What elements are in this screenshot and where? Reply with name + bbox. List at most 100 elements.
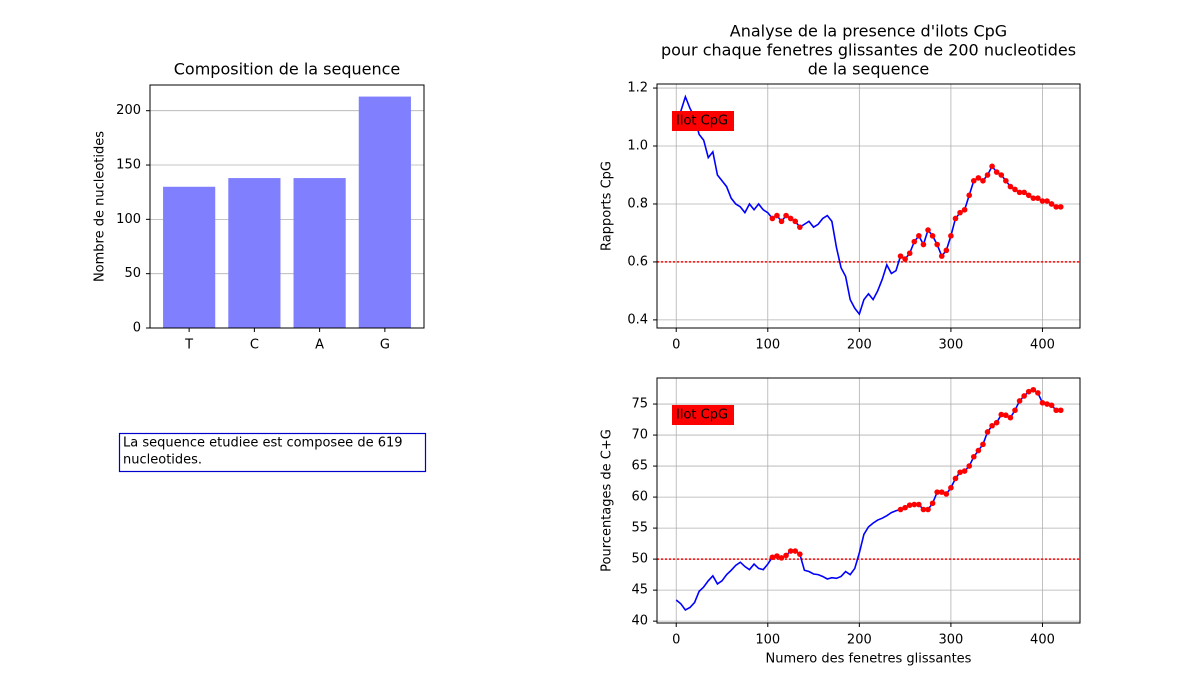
island-marker (929, 500, 936, 507)
y-tick-label: 0.6 (627, 254, 648, 269)
x-tick-label: 400 (1030, 633, 1055, 648)
island-marker (1007, 183, 1014, 190)
island-marker (769, 215, 776, 222)
island-marker (916, 233, 922, 239)
island-marker (980, 441, 986, 448)
island-marker (778, 218, 785, 225)
island-marker (1044, 198, 1050, 204)
island-marker (998, 172, 1005, 178)
chart-title: Composition de la sequence (174, 60, 401, 79)
island-marker (1044, 401, 1050, 407)
chart-title: pour chaque fenetres glissantes de 200 n… (661, 41, 1076, 60)
y-tick-label: 75 (631, 397, 648, 412)
island-marker (1048, 402, 1055, 409)
island-marker (902, 504, 908, 511)
x-tick-label: 400 (1030, 338, 1055, 353)
island-marker (778, 555, 785, 561)
island-marker (920, 241, 927, 248)
island-marker (1021, 393, 1027, 399)
island-marker (966, 192, 973, 199)
island-marker (957, 469, 963, 476)
y-tick-label: 100 (116, 212, 141, 227)
island-marker (1039, 198, 1046, 204)
island-marker (906, 502, 913, 508)
y-tick-label: 45 (631, 583, 648, 598)
x-tick-label: T (184, 338, 193, 353)
x-tick-label: 200 (847, 633, 872, 648)
island-marker (934, 489, 940, 495)
island-marker (957, 209, 963, 216)
island-marker (1057, 204, 1064, 210)
island-marker (911, 238, 918, 245)
island-marker (787, 548, 794, 554)
island-marker (1048, 201, 1055, 207)
island-marker (769, 554, 776, 561)
island-marker (961, 206, 968, 213)
y-axis-label: Nombre de nucleotides (93, 131, 108, 282)
annotation: Ilot CpG (676, 114, 728, 129)
axes-frame (149, 84, 425, 329)
y-tick-label: 50 (631, 552, 648, 567)
island-marker (1035, 390, 1041, 396)
island-marker (1003, 412, 1009, 419)
island-marker (1012, 407, 1018, 414)
island-marker (1057, 407, 1064, 414)
y-tick-label: 50 (124, 266, 141, 281)
axes-frame (656, 377, 1081, 624)
island-marker (989, 422, 995, 429)
y-tick-label: 65 (631, 459, 648, 474)
island-marker (902, 256, 908, 262)
chart-title: Analyse de la presence d'ilots CpG (730, 22, 1007, 41)
island-marker (980, 177, 986, 184)
y-tick-label: 0.8 (627, 196, 648, 211)
island-marker (961, 468, 968, 474)
chart-title: de la sequence (808, 60, 930, 79)
island-marker (916, 501, 922, 508)
island-marker (1007, 414, 1014, 421)
x-tick-label: C (250, 338, 259, 353)
island-marker (1021, 189, 1027, 196)
y-tick-label: 60 (631, 490, 648, 505)
island-marker (1003, 177, 1009, 184)
island-marker (1025, 388, 1032, 395)
island-marker (1053, 407, 1059, 414)
island-marker (993, 419, 1000, 426)
y-tick-label: 70 (631, 428, 648, 443)
island-marker (897, 253, 904, 259)
x-tick-label: 0 (672, 338, 680, 353)
island-marker (975, 175, 982, 181)
text-box-line: nucleotides. (123, 453, 202, 468)
island-marker (943, 247, 950, 254)
island-marker (774, 212, 780, 219)
x-tick-label: 100 (755, 633, 780, 648)
x-tick-label: A (315, 338, 324, 353)
island-marker (993, 169, 1000, 175)
axes-frame (656, 83, 1081, 329)
x-tick-label: 0 (672, 633, 680, 648)
island-marker (906, 250, 913, 257)
island-marker (970, 177, 977, 184)
bar (293, 178, 346, 328)
island-marker (975, 447, 982, 454)
island-marker (929, 233, 936, 239)
island-marker (774, 553, 780, 559)
bar (228, 178, 281, 328)
island-marker (1053, 204, 1059, 210)
x-tick-label: 200 (847, 338, 872, 353)
island-marker (998, 411, 1005, 418)
text-box-line: La sequence etudiee est composee de 619 (123, 436, 403, 451)
y-axis-label: Pourcentages de C+G (600, 429, 615, 572)
island-marker (792, 218, 799, 225)
x-tick-label: G (380, 338, 390, 353)
island-marker (934, 241, 940, 248)
island-marker (984, 172, 991, 178)
y-tick-label: 40 (631, 614, 648, 629)
island-marker (952, 215, 959, 222)
island-marker (938, 489, 945, 495)
island-marker (966, 463, 973, 469)
y-axis-label: Rapports CpG (600, 161, 615, 251)
text-box (118, 432, 427, 473)
island-marker (792, 548, 799, 554)
